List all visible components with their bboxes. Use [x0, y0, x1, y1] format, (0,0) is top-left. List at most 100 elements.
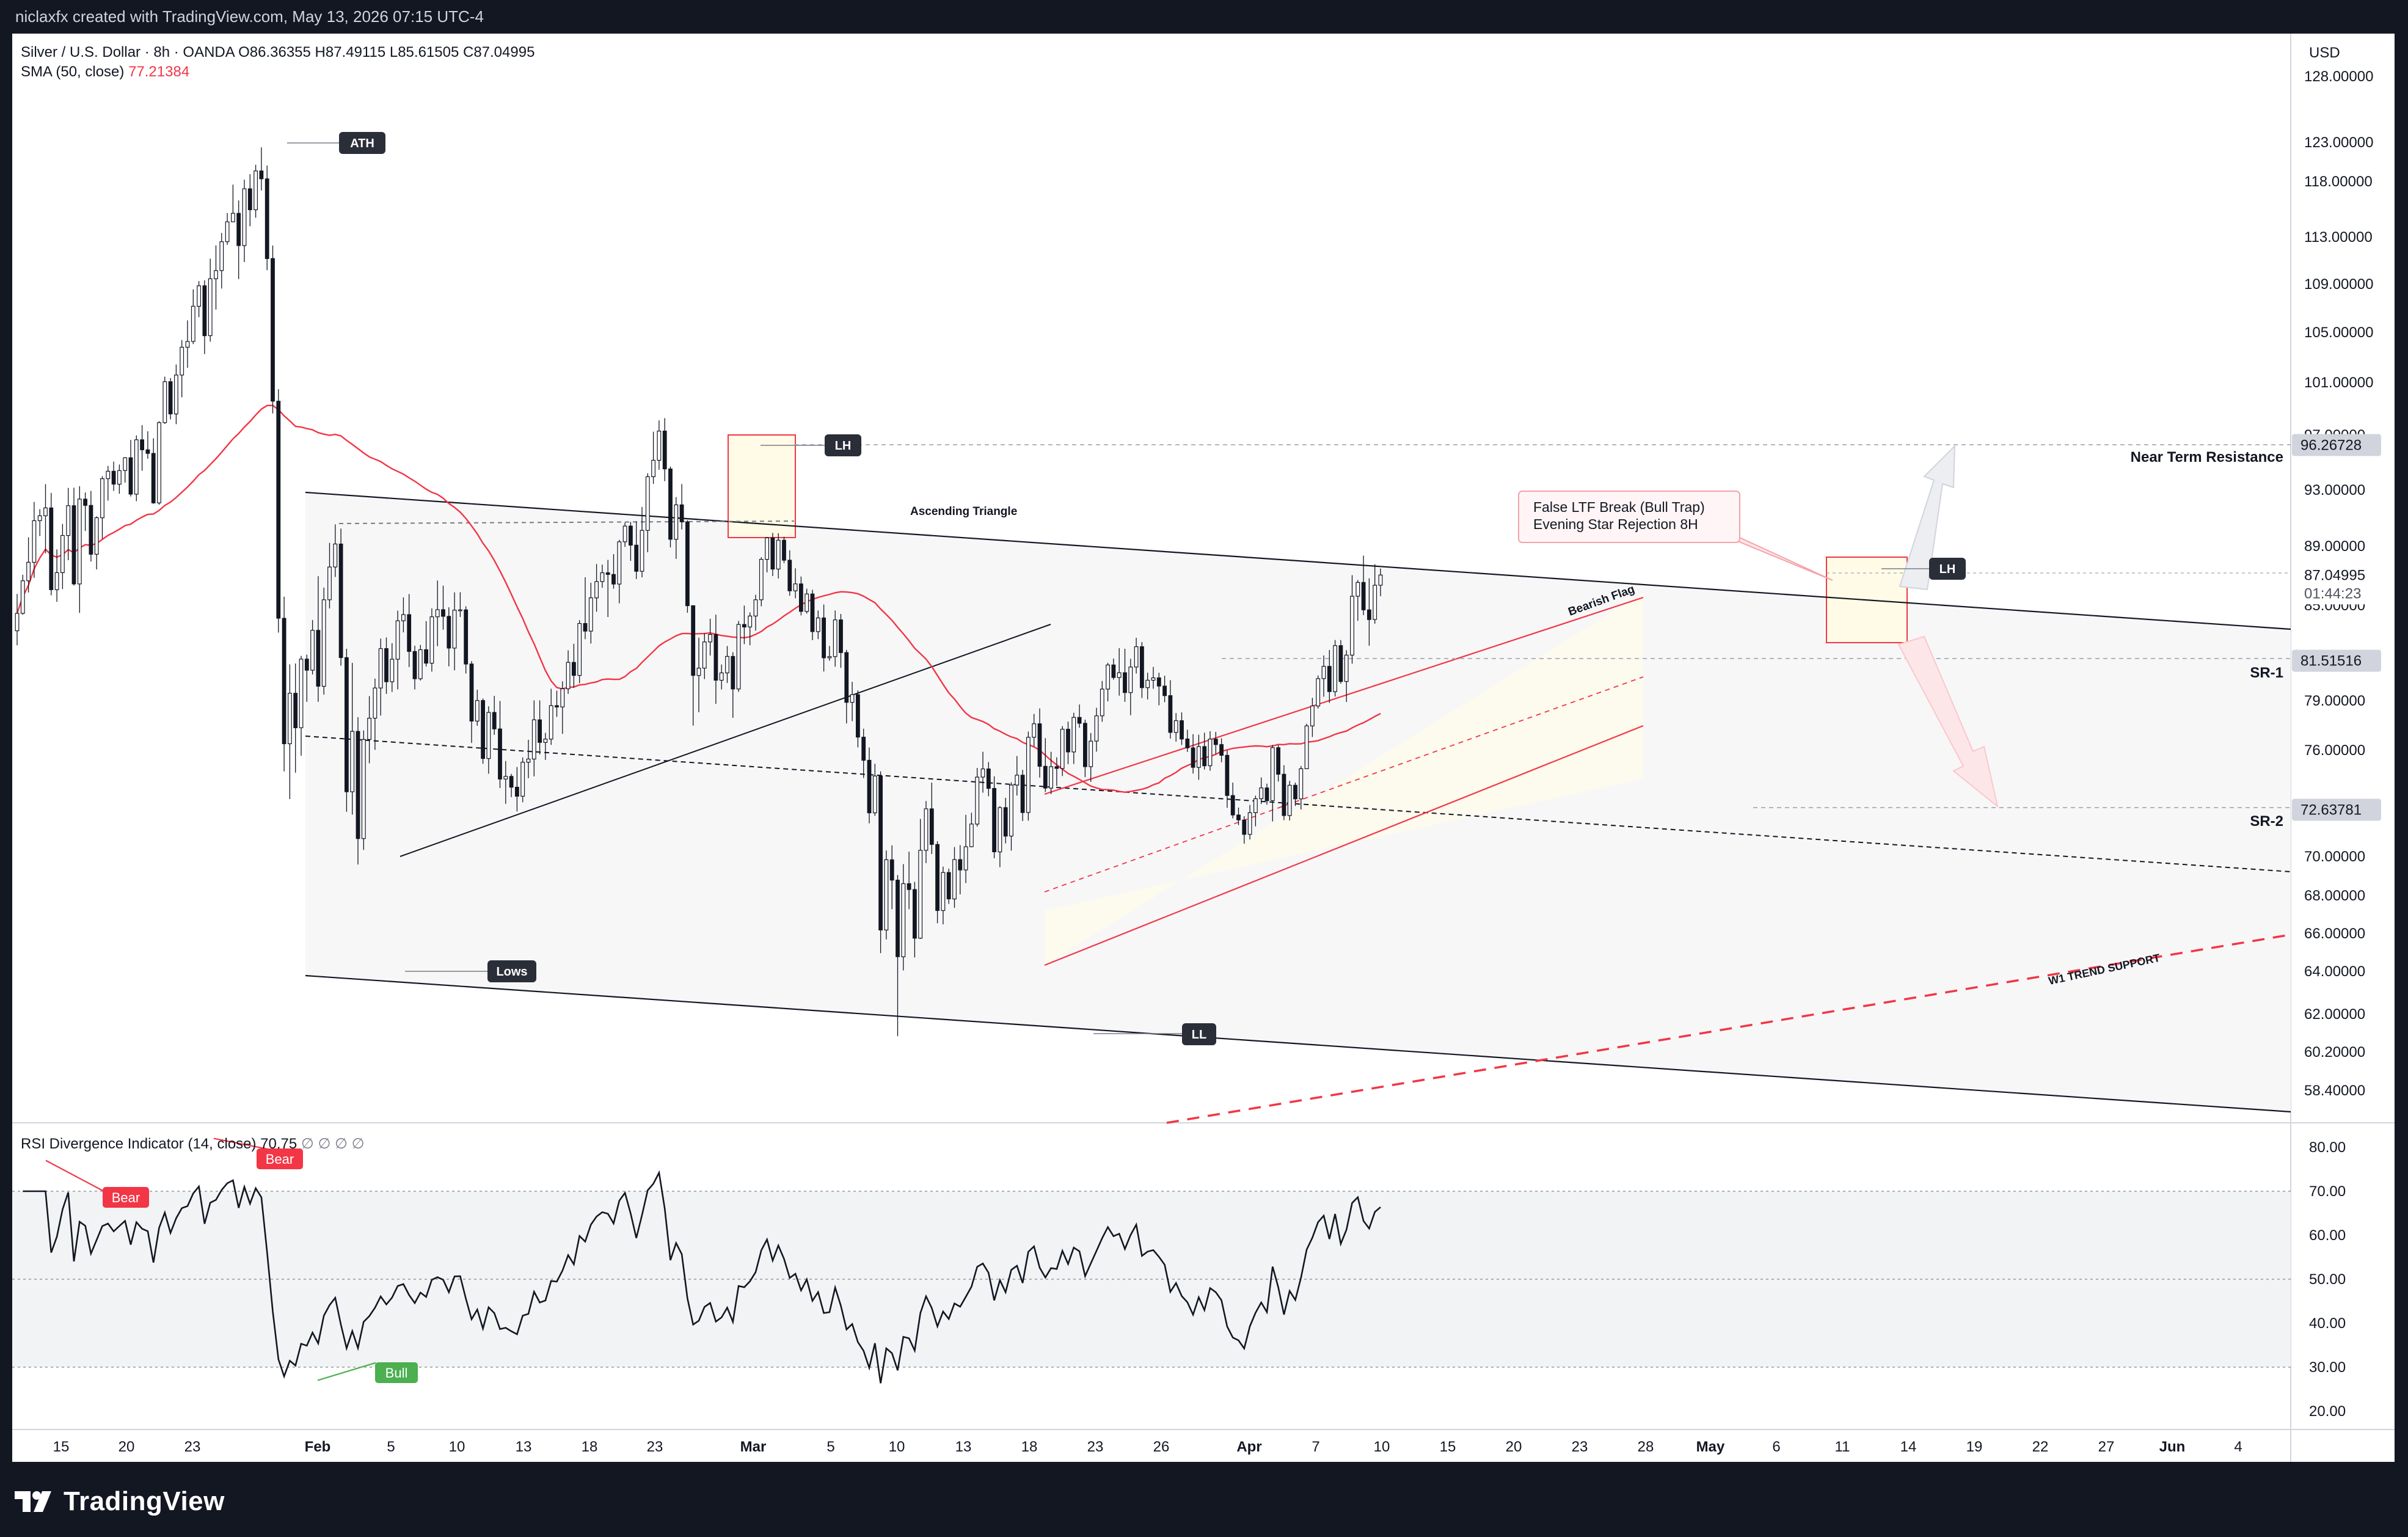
candle[interactable]	[918, 819, 923, 939]
candle[interactable]	[1089, 732, 1093, 782]
candle[interactable]	[691, 605, 696, 726]
candle[interactable]	[1259, 777, 1264, 805]
candle[interactable]	[1100, 681, 1104, 722]
candle[interactable]	[1367, 578, 1371, 646]
candle[interactable]	[634, 521, 639, 579]
candle[interactable]	[952, 847, 957, 908]
candle[interactable]	[935, 841, 940, 924]
candle[interactable]	[1219, 738, 1224, 762]
candle[interactable]	[1020, 770, 1025, 821]
candle[interactable]	[804, 588, 809, 614]
bear-label-2[interactable]: Bear	[257, 1148, 303, 1169]
candle[interactable]	[833, 610, 837, 667]
candle[interactable]	[1117, 648, 1122, 696]
candle[interactable]	[1191, 734, 1195, 774]
candle[interactable]	[1151, 666, 1156, 689]
candle[interactable]	[992, 776, 997, 858]
candle[interactable]	[867, 747, 872, 823]
candle[interactable]	[594, 564, 599, 612]
candle[interactable]	[106, 465, 111, 501]
candle[interactable]	[208, 258, 213, 342]
candle[interactable]	[111, 461, 116, 491]
candle[interactable]	[321, 587, 326, 695]
candle[interactable]	[1299, 765, 1304, 810]
candle[interactable]	[1077, 704, 1082, 728]
candle[interactable]	[645, 473, 650, 552]
candle[interactable]	[464, 606, 469, 674]
candle[interactable]	[543, 732, 548, 760]
candle[interactable]	[276, 389, 281, 633]
candle[interactable]	[1003, 798, 1008, 844]
bear-label-1[interactable]: Bear	[103, 1187, 149, 1208]
price-axis-label[interactable]: 96.26728	[2292, 434, 2381, 456]
candle[interactable]	[929, 783, 934, 854]
candle[interactable]	[782, 536, 786, 563]
price-axis-label[interactable]: 87.04995 01:44:23	[2292, 561, 2384, 605]
candle[interactable]	[1162, 676, 1167, 703]
candle[interactable]	[214, 245, 218, 310]
candle[interactable]	[197, 281, 201, 318]
candle[interactable]	[1032, 714, 1037, 747]
candle[interactable]	[1180, 712, 1184, 745]
candle[interactable]	[1145, 673, 1150, 699]
candle[interactable]	[1321, 655, 1326, 697]
candle[interactable]	[123, 457, 128, 483]
candle[interactable]	[844, 649, 849, 724]
candle[interactable]	[1071, 712, 1076, 764]
candle[interactable]	[526, 739, 531, 778]
candle[interactable]	[180, 340, 184, 398]
candle[interactable]	[128, 440, 133, 497]
candle[interactable]	[725, 646, 729, 683]
candle[interactable]	[254, 164, 258, 218]
candle[interactable]	[1350, 575, 1354, 664]
candle[interactable]	[770, 533, 775, 576]
candle[interactable]	[1333, 640, 1338, 697]
lh2-label[interactable]: LH	[1929, 558, 1966, 580]
candle[interactable]	[20, 574, 25, 615]
tradingview-logo[interactable]: TradingView	[15, 1483, 225, 1520]
candle[interactable]	[151, 438, 156, 504]
rsi-legend[interactable]: RSI Divergence Indicator (14, close) 70.…	[21, 1136, 365, 1152]
candle[interactable]	[458, 592, 462, 617]
candle[interactable]	[15, 594, 20, 646]
candle[interactable]	[49, 492, 54, 596]
candle[interactable]	[1247, 805, 1252, 840]
candle[interactable]	[583, 577, 588, 640]
lows-label[interactable]: Lows	[487, 960, 536, 982]
candle[interactable]	[657, 420, 662, 470]
candle[interactable]	[384, 637, 389, 694]
candle[interactable]	[617, 539, 622, 604]
candle[interactable]	[412, 646, 417, 690]
candle[interactable]	[242, 180, 247, 263]
candle[interactable]	[1060, 726, 1065, 776]
candle[interactable]	[884, 850, 889, 940]
candle[interactable]	[679, 484, 684, 530]
bull-label[interactable]: Bull	[375, 1362, 418, 1383]
candle[interactable]	[1139, 642, 1144, 698]
candle[interactable]	[872, 764, 877, 816]
candle[interactable]	[304, 654, 309, 702]
price-axis-label[interactable]: 72.63781	[2292, 798, 2381, 821]
candle[interactable]	[1111, 659, 1116, 680]
candle[interactable]	[350, 663, 355, 815]
candle[interactable]	[1173, 713, 1178, 742]
candle[interactable]	[1009, 782, 1013, 851]
candle[interactable]	[288, 664, 292, 800]
bearish-flag-top[interactable]	[1044, 596, 1644, 795]
candle[interactable]	[157, 421, 161, 505]
candle[interactable]	[498, 701, 502, 789]
candle[interactable]	[1316, 675, 1321, 709]
candle[interactable]	[1344, 650, 1349, 703]
ath-label[interactable]: ATH	[339, 132, 385, 154]
candle[interactable]	[1066, 721, 1070, 764]
candle[interactable]	[134, 435, 139, 502]
candle[interactable]	[475, 690, 480, 726]
candle[interactable]	[373, 678, 378, 750]
candle[interactable]	[60, 524, 65, 590]
candle[interactable]	[998, 806, 1002, 867]
channel-bottom-line[interactable]	[305, 974, 2291, 1113]
candle[interactable]	[100, 476, 104, 539]
candle[interactable]	[878, 771, 883, 954]
candle[interactable]	[145, 431, 150, 459]
